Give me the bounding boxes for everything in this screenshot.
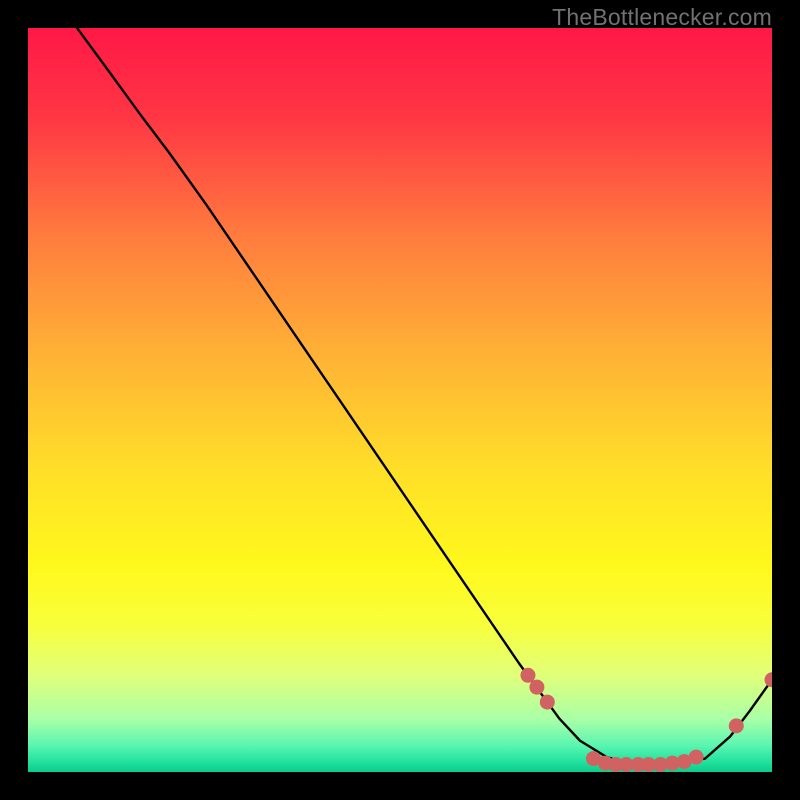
chart-frame: TheBottlenecker.com bbox=[0, 0, 800, 800]
data-marker bbox=[729, 718, 744, 733]
plot-svg bbox=[28, 28, 772, 772]
data-marker bbox=[520, 668, 535, 683]
data-marker bbox=[689, 750, 704, 765]
watermark-text: TheBottlenecker.com bbox=[552, 4, 772, 31]
plot-area bbox=[28, 28, 772, 772]
data-marker bbox=[540, 695, 555, 710]
data-marker bbox=[529, 680, 544, 695]
gradient-background bbox=[28, 28, 772, 772]
